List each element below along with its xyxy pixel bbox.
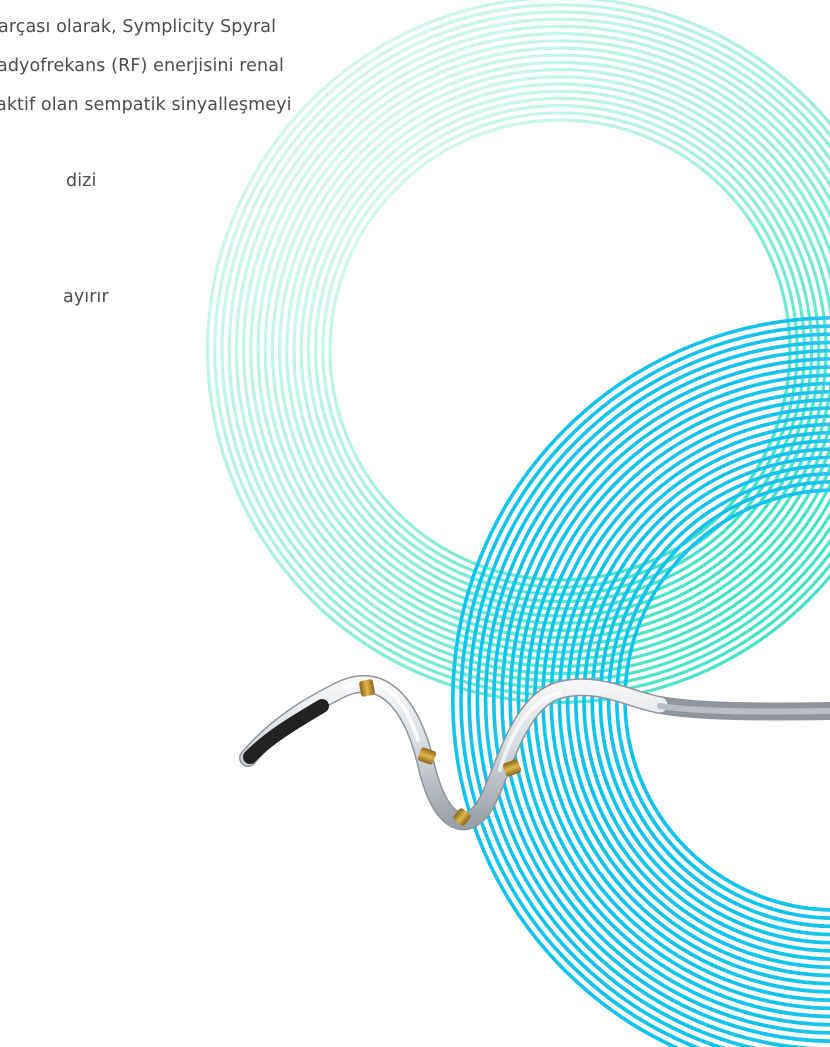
- ring-main: [492, 357, 830, 1043]
- ring-top: [321, 111, 799, 589]
- text-line-4: dizi: [66, 171, 97, 191]
- ring-main: [483, 348, 830, 1047]
- ring-main: [500, 365, 830, 1035]
- ring-top: [249, 39, 830, 661]
- ring-main: [606, 471, 830, 929]
- ring-top: [263, 53, 830, 647]
- text-line-1: arçası olarak, Symplicity Spyral: [0, 17, 277, 37]
- ring-top: [256, 46, 830, 654]
- text-line-5: ayırır: [63, 287, 109, 307]
- ring-main: [451, 316, 830, 1047]
- ring-top: [314, 104, 806, 596]
- ring-main: [582, 447, 830, 953]
- ring-main: [516, 381, 830, 1019]
- ring-top: [270, 60, 830, 640]
- text-line-3: aktif olan sempatik sinyalleşmeyi: [0, 95, 292, 115]
- ring-main: [467, 332, 830, 1047]
- ring-main: [590, 455, 830, 945]
- text-line-2: adyofrekans (RF) enerjisini renal: [0, 56, 284, 76]
- ring-main: [508, 373, 830, 1027]
- ring-main: [574, 439, 830, 961]
- ring-main: [524, 389, 830, 1011]
- ring-main: [557, 422, 830, 978]
- ring-main: [475, 340, 830, 1047]
- catheter-illustration: [239, 674, 830, 831]
- ring-main: [565, 430, 830, 970]
- ring-main: [598, 463, 830, 937]
- ring-main: [459, 324, 830, 1047]
